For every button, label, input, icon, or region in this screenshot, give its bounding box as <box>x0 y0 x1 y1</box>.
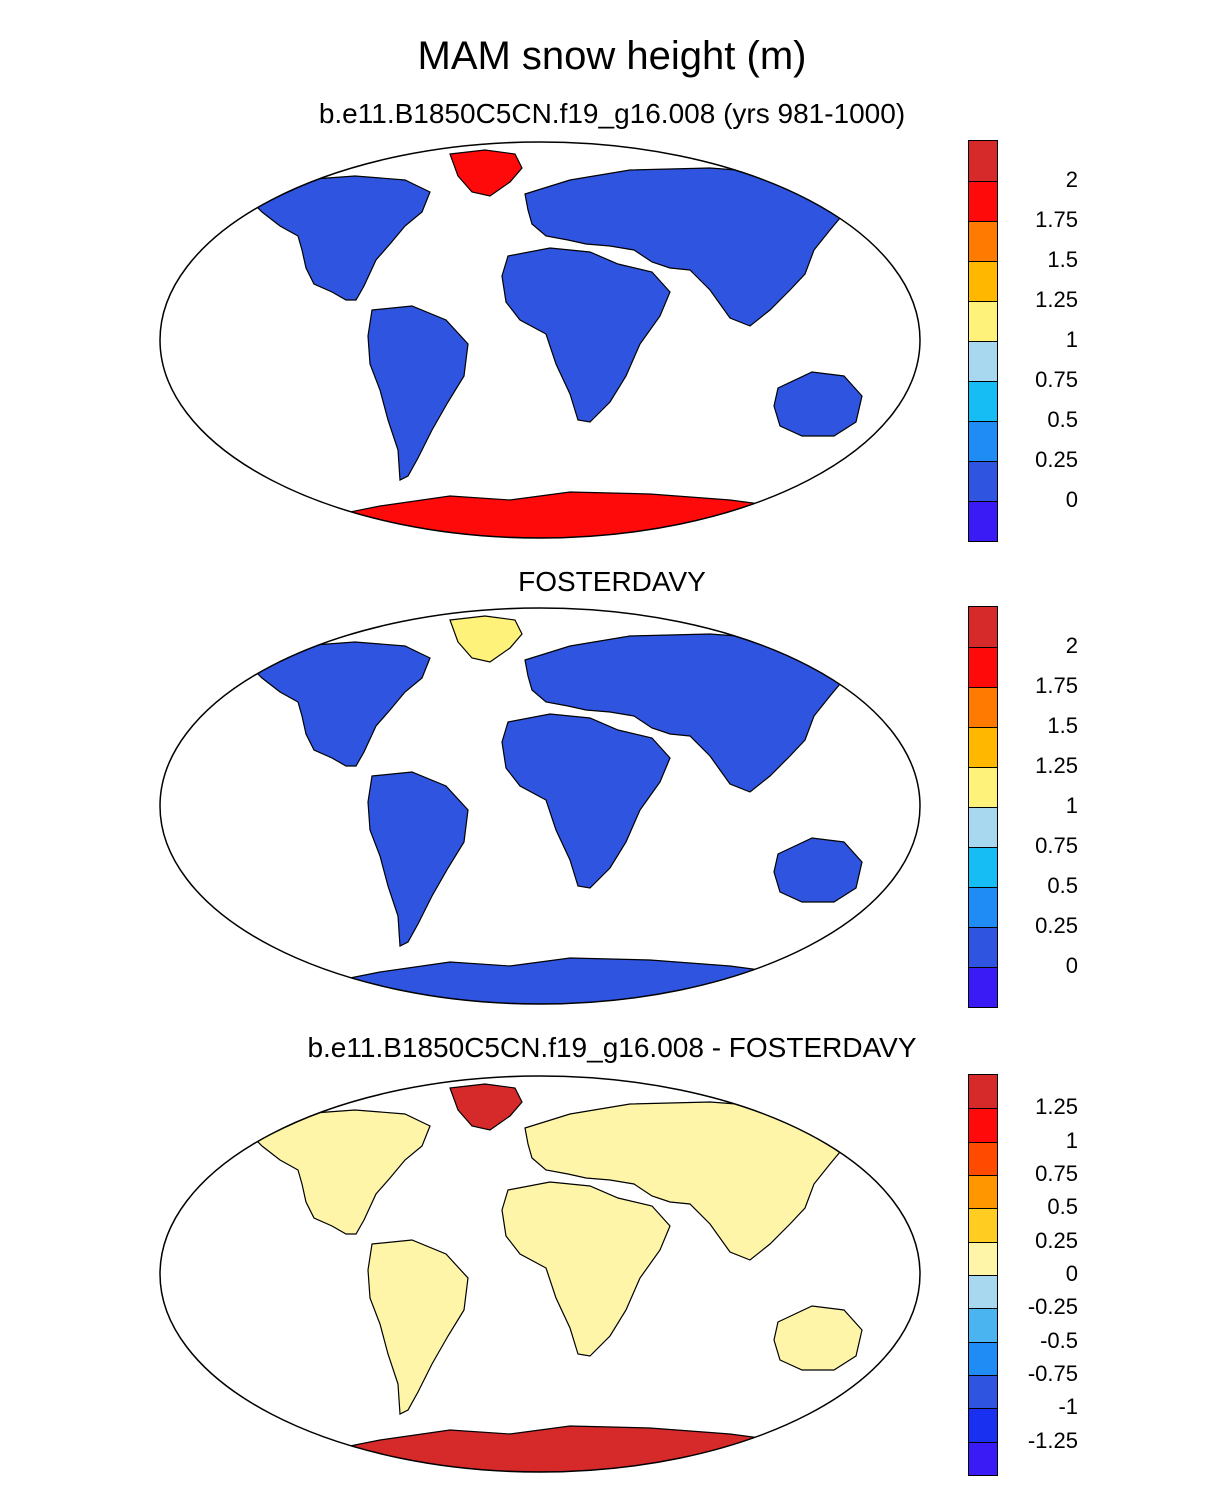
colorbar-tick-label: 1.75 <box>1035 207 1078 232</box>
panel-3-map <box>159 1075 921 1473</box>
panel-2-map <box>159 607 921 1005</box>
panel-1-colorbar <box>968 140 998 542</box>
colorbar-swatch <box>969 607 997 647</box>
continent-australia <box>773 1305 863 1371</box>
continent-south-america <box>367 305 469 481</box>
map-boundary <box>159 1075 921 1473</box>
colorbar-swatch <box>969 1308 997 1342</box>
colorbar-tick-label: 1.25 <box>1035 1094 1078 1120</box>
colorbar-tick-label: 0.25 <box>1035 913 1078 938</box>
colorbar-tick-label: -1.25 <box>1027 1427 1078 1453</box>
colorbar-swatch <box>969 1441 997 1475</box>
colorbar-swatch <box>969 141 997 181</box>
continent-south-america <box>367 771 469 947</box>
colorbar-swatch <box>969 341 997 381</box>
colorbar-tick-label: 1 <box>1065 793 1078 818</box>
continent-australia <box>773 837 863 903</box>
colorbar-tick-label: 1.5 <box>1047 247 1078 272</box>
continent-australia <box>773 371 863 437</box>
colorbar-tick-label: 0.5 <box>1047 873 1078 898</box>
colorbar-tick-label: -1 <box>1058 1394 1078 1420</box>
colorbar-tick-label: -0.5 <box>1040 1327 1078 1353</box>
continent-south-america <box>367 1239 469 1415</box>
colorbar-tick-label: 1 <box>1065 1127 1078 1153</box>
colorbar-swatch <box>969 461 997 501</box>
colorbar-tick-label: 0.5 <box>1047 407 1078 432</box>
panel-3-colorbar <box>968 1074 998 1476</box>
panel-2-colorbar <box>968 606 998 1008</box>
colorbar-swatch <box>969 1274 997 1309</box>
colorbar-swatch <box>969 181 997 221</box>
continent-antarctica <box>319 957 812 1004</box>
colorbar-swatch <box>969 1108 997 1142</box>
colorbar-swatch <box>969 1341 997 1375</box>
colorbar-swatch <box>969 1174 997 1209</box>
colorbar-tick-label: 0.5 <box>1047 1194 1078 1220</box>
colorbar-swatch <box>969 767 997 807</box>
map-boundary <box>159 607 921 1005</box>
panel-1-map <box>159 141 921 539</box>
colorbar-swatch <box>969 1241 997 1275</box>
colorbar-tick-label: 2 <box>1065 633 1078 658</box>
colorbar-tick-label: 0.25 <box>1035 447 1078 472</box>
continent-greenland <box>449 1083 523 1131</box>
colorbar-swatch <box>969 1374 997 1409</box>
colorbar-tick-label: 1 <box>1065 327 1078 352</box>
figure-title: MAM snow height (m) <box>417 34 807 78</box>
continent-africa <box>501 1181 671 1357</box>
colorbar-swatch <box>969 847 997 887</box>
colorbar-swatch <box>969 1208 997 1242</box>
colorbar-tick-label: 0 <box>1065 953 1078 978</box>
colorbar-tick-label: 1.25 <box>1035 753 1078 778</box>
colorbar-swatch <box>969 887 997 927</box>
colorbar-tick-label: 0.75 <box>1035 367 1078 392</box>
colorbar-swatch <box>969 421 997 461</box>
colorbar-swatch <box>969 727 997 767</box>
colorbar-tick-label: 0.75 <box>1035 833 1078 858</box>
colorbar-swatch <box>969 807 997 847</box>
panel-1-title: b.e11.B1850C5CN.f19_g16.008 (yrs 981-100… <box>318 98 906 129</box>
colorbar-tick-label: 1.5 <box>1047 713 1078 738</box>
colorbar-swatch <box>969 1408 997 1442</box>
colorbar-swatch <box>969 1141 997 1175</box>
continent-greenland <box>449 615 523 663</box>
continent-antarctica <box>319 491 812 538</box>
colorbar-tick-label: 1.25 <box>1035 287 1078 312</box>
continent-greenland <box>449 149 523 197</box>
colorbar-tick-label: 1.75 <box>1035 673 1078 698</box>
map-boundary <box>159 141 921 539</box>
colorbar-tick-label: -0.25 <box>1027 1294 1078 1320</box>
colorbar-swatch <box>969 1075 997 1109</box>
colorbar-swatch <box>969 221 997 261</box>
panel-3-title: b.e11.B1850C5CN.f19_g16.008 - FOSTERDAVY <box>307 1032 917 1063</box>
colorbar-swatch <box>969 381 997 421</box>
continent-north-america <box>249 175 431 301</box>
continent-africa <box>501 247 671 423</box>
colorbar-tick-label: -0.75 <box>1027 1361 1078 1386</box>
colorbar-swatch <box>969 301 997 341</box>
colorbar-tick-label: 0.25 <box>1035 1227 1078 1253</box>
colorbar-swatch <box>969 967 997 1007</box>
continent-antarctica <box>319 1425 812 1472</box>
colorbar-swatch <box>969 261 997 301</box>
colorbar-swatch <box>969 927 997 967</box>
colorbar-tick-label: 0 <box>1065 1261 1078 1286</box>
colorbar-swatch <box>969 647 997 687</box>
continent-africa <box>501 713 671 889</box>
colorbar-swatch <box>969 501 997 541</box>
colorbar-tick-label: 2 <box>1065 167 1078 192</box>
colorbar-tick-label: 0 <box>1065 487 1078 512</box>
panel-2-title: FOSTERDAVY <box>518 566 706 597</box>
continent-north-america <box>249 641 431 767</box>
colorbar-tick-label: 0.75 <box>1035 1161 1078 1186</box>
continent-north-america <box>249 1109 431 1235</box>
colorbar-swatch <box>969 687 997 727</box>
